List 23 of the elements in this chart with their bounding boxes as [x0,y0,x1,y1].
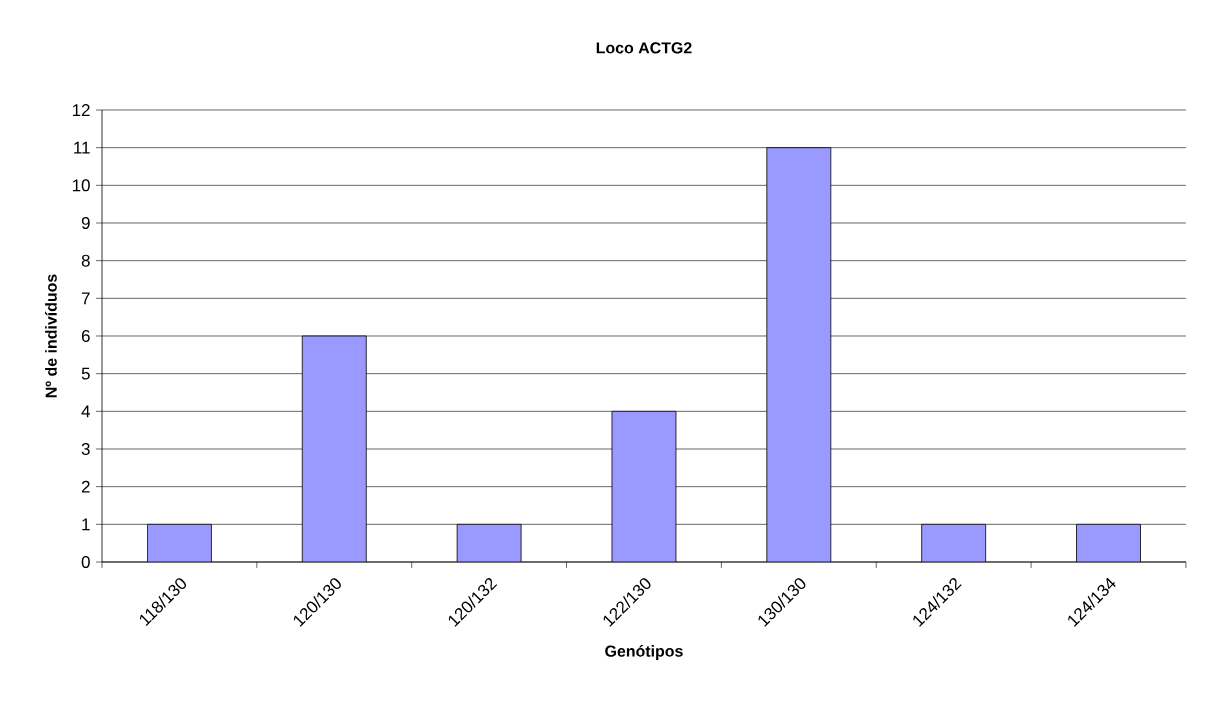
y-tick-label: 6 [81,330,90,342]
bar [766,147,831,562]
bar [611,411,676,562]
bar [1076,523,1141,562]
y-tick-label: 12 [72,104,90,116]
y-tick-label: 10 [72,179,90,192]
bar [457,524,522,562]
y-tick-label: 0 [81,556,90,568]
y-tick-label: 7 [81,292,90,305]
x-axis-title: Genótipos [605,644,683,660]
y-tick-label: 2 [81,480,90,493]
bar [921,524,986,562]
y-axis-title: Nº de indivíduos [44,274,57,398]
bar [302,336,367,562]
y-tick-label: 3 [81,443,90,455]
chart-title: Loco ACTG2 [596,42,692,54]
y-tick-label: 5 [81,367,90,380]
bar [147,524,212,562]
y-tick-label: 8 [81,254,90,267]
y-tick-label: 1 [82,518,90,531]
y-tick-label: 9 [81,217,90,229]
y-tick-label: 11 [74,141,90,154]
y-tick-label: 4 [81,405,90,418]
